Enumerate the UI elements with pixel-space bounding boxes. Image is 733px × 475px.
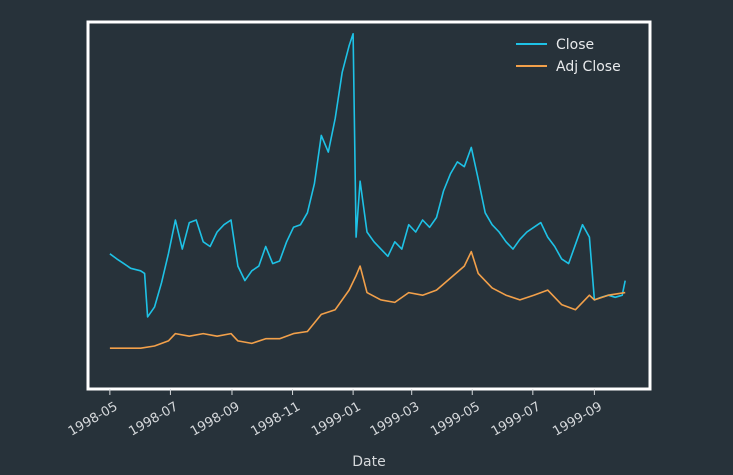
x-tick-label: 1999-05 (428, 399, 483, 439)
x-tick-label: 1999-03 (368, 399, 423, 439)
x-tick-label: 1998-05 (66, 399, 121, 439)
x-tick-label: 1999-01 (309, 399, 364, 439)
x-tick-label: 1998-07 (126, 399, 181, 439)
legend-label: Adj Close (556, 59, 621, 75)
legend-label: Close (556, 37, 594, 53)
x-tick-label: 1999-09 (550, 399, 605, 439)
series-line-close (109, 32, 626, 318)
x-axis-title: Date (352, 454, 385, 470)
plot-frame (86, 20, 652, 391)
series-line-adj-close (109, 250, 626, 350)
x-tick-label: 1998-11 (249, 399, 304, 439)
x-axis: 1998-05 1998-07 1998-09 1998-11 1999-01 1999-… (66, 389, 605, 440)
x-tick-label: 1998-09 (188, 399, 243, 439)
legend: Close Adj Close (516, 37, 621, 75)
series-layer (109, 32, 626, 350)
x-tick-label: 1999-07 (489, 399, 544, 439)
